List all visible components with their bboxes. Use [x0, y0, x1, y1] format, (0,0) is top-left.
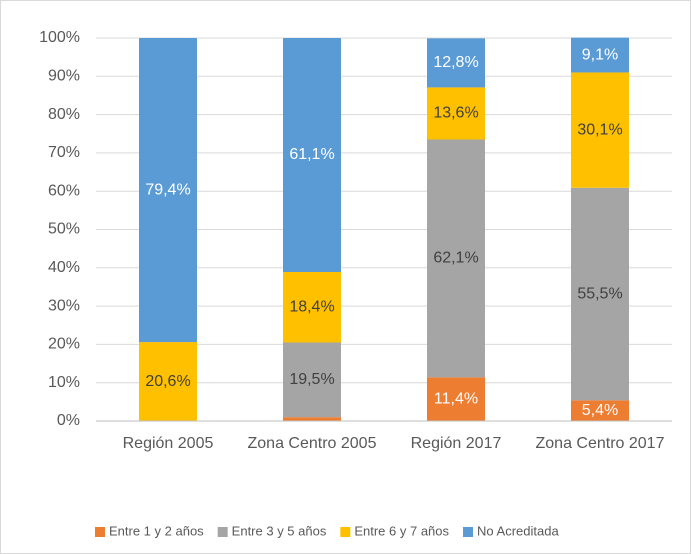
- x-tick-label: Zona Centro 2017: [535, 435, 665, 452]
- y-tick-label: 20%: [48, 336, 80, 353]
- bar-segment: [571, 187, 629, 401]
- bar-segment: [283, 272, 341, 343]
- bar-segment: [571, 72, 629, 188]
- y-tick-label: 80%: [48, 106, 80, 123]
- legend-label: Entre 6 y 7 años: [354, 523, 449, 538]
- bar-segment: [427, 87, 485, 140]
- data-label: 62,1%: [433, 250, 478, 267]
- data-label: 12,8%: [433, 54, 478, 71]
- x-tick-label: Región 2017: [410, 435, 502, 452]
- legend-swatch: [340, 527, 351, 537]
- bar-segment: [571, 400, 629, 421]
- x-tick-label: Zona Centro 2005: [247, 435, 377, 452]
- data-label: 13,6%: [433, 105, 478, 122]
- y-tick-label: 70%: [48, 144, 80, 161]
- y-tick-label: 60%: [48, 182, 80, 199]
- data-label: 20,6%: [145, 373, 190, 390]
- bar-segment: [427, 38, 485, 88]
- bar-segment: [139, 38, 197, 343]
- data-label: 55,5%: [577, 285, 622, 302]
- y-tick-label: 10%: [48, 374, 80, 391]
- bar-segment: [427, 377, 485, 421]
- y-tick-label: 0%: [57, 412, 80, 429]
- data-label: 5,4%: [582, 402, 618, 419]
- legend-swatch: [463, 527, 474, 537]
- x-tick-label: Región 2005: [122, 435, 214, 452]
- data-label: 9,1%: [582, 46, 618, 63]
- legend-swatch: [217, 527, 228, 537]
- data-label: 79,4%: [145, 181, 190, 198]
- bar-segment: [571, 37, 629, 73]
- bar-segment: [427, 139, 485, 378]
- legend-label: Entre 1 y 2 años: [109, 523, 204, 538]
- data-label: 61,1%: [289, 146, 334, 163]
- bar-segment: [283, 417, 341, 421]
- y-tick-label: 40%: [48, 259, 80, 276]
- data-label: 19,5%: [289, 371, 334, 388]
- y-tick-label: 30%: [48, 297, 80, 314]
- y-tick-label: 100%: [39, 29, 80, 46]
- data-label: 11,4%: [434, 390, 478, 407]
- legend-label: No Acreditada: [477, 523, 559, 538]
- legend-swatch: [95, 527, 105, 537]
- data-label: 30,1%: [577, 121, 622, 138]
- legend-label: Entre 3 y 5 años: [232, 523, 327, 538]
- data-label: 18,4%: [289, 298, 334, 315]
- y-tick-label: 50%: [48, 221, 80, 238]
- bar-segment: [283, 342, 341, 418]
- bar-segment: [139, 342, 197, 421]
- bar-segment: [283, 38, 341, 273]
- y-tick-label: 90%: [48, 68, 80, 85]
